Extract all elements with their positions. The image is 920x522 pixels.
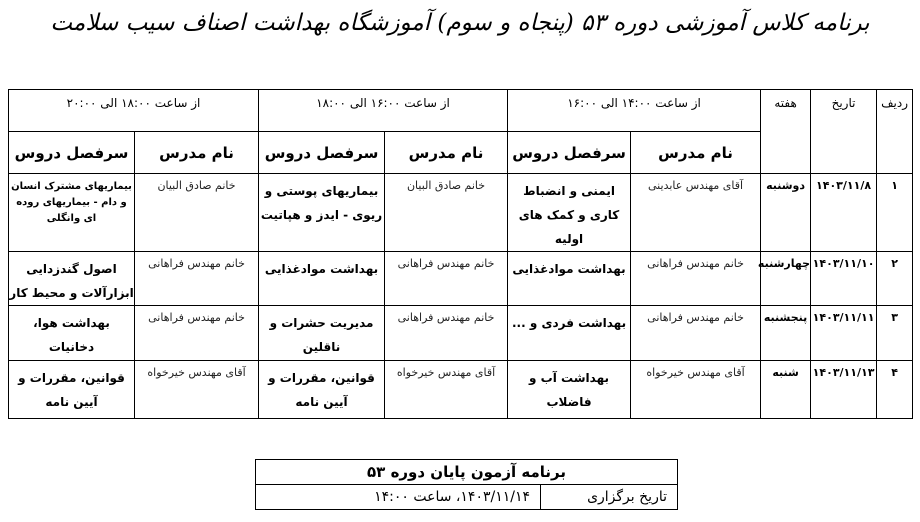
header-row-slots: ردیف تاریخ هفته از ساعت ۱۴:۰۰ الی ۱۶:۰۰ … — [7, 89, 914, 174]
teacher-cell: خانم مهندس فراهانی — [630, 305, 762, 361]
row-date: ۱۴۰۳/۱۱/۱۳ — [810, 360, 878, 419]
teacher-cell: خانم مهندس فراهانی — [384, 305, 509, 361]
header-date: تاریخ — [810, 89, 878, 174]
header-topic: سرفصل دروس — [258, 131, 386, 174]
row-day: دوشنبه — [760, 173, 812, 252]
teacher-cell: خانم مهندس فراهانی — [134, 305, 260, 361]
header-slot-2: از ساعت ۱۶:۰۰ الی ۱۸:۰۰ — [258, 89, 509, 132]
topic-cell: ایمنی و انضباط کاری و کمک های اولیه — [507, 173, 632, 252]
row-day: چهارشنبه — [758, 251, 812, 306]
header-slot-3: از ساعت ۱۸:۰۰ الی ۲۰:۰۰ — [7, 89, 260, 132]
header-topic: سرفصل دروس — [7, 131, 136, 174]
exam-title: برنامه آزمون پایان دوره ۵۳ — [255, 459, 678, 485]
table-row: ۲ ۱۴۰۳/۱۱/۱۰ چهارشنبه خانم مهندس فراهانی… — [7, 251, 914, 306]
row-date: ۱۴۰۳/۱۱/۱۰ — [810, 251, 878, 306]
page-title: برنامه کلاس آموزشی دوره ۵۳ (پنجاه و سوم)… — [50, 10, 870, 36]
row-date: ۱۴۰۳/۱۱/۱۱ — [810, 305, 878, 361]
row-day: شنبه — [760, 360, 812, 419]
teacher-cell: خانم مهندس فراهانی — [630, 251, 762, 306]
teacher-cell: آقای مهندس خیرخواه — [630, 360, 762, 419]
header-teacher: نام مدرس — [384, 131, 509, 174]
topic-cell: اصول گندزدایی ابزارآلات و محیط کار — [7, 251, 136, 306]
teacher-cell: خانم مهندس فراهانی — [134, 251, 260, 306]
topic-cell: مدیریت حشرات و ناقلین — [258, 305, 386, 361]
teacher-cell: خانم صادق البیان — [134, 173, 260, 252]
topic-cell: بهداشت آب و فاضلاب — [507, 360, 632, 419]
row-number: ۴ — [876, 360, 914, 419]
table-row: ۱ ۱۴۰۳/۱۱/۸ دوشنبه آقای مهندس عابدینی ای… — [7, 173, 914, 252]
header-teacher: نام مدرس — [134, 131, 260, 174]
row-number: ۳ — [876, 305, 914, 361]
topic-cell: بهداشت فردی و ... — [507, 305, 632, 361]
row-day: پنجشنبه — [760, 305, 812, 361]
teacher-cell: آقای مهندس خیرخواه — [134, 360, 260, 419]
topic-cell: بهداشت هوا، دخانیات — [7, 305, 136, 361]
teacher-cell: آقای مهندس عابدینی — [630, 173, 762, 252]
topic-cell: بهداشت موادغذایی — [258, 251, 386, 306]
row-date: ۱۴۰۳/۱۱/۸ — [810, 173, 878, 252]
teacher-cell: خانم مهندس فراهانی — [384, 251, 509, 306]
header-topic: سرفصل دروس — [507, 131, 632, 174]
table-row: ۴ ۱۴۰۳/۱۱/۱۳ شنبه آقای مهندس خیرخواه بهد… — [7, 360, 914, 419]
row-number: ۲ — [876, 251, 914, 306]
teacher-cell: آقای مهندس خیرخواه — [384, 360, 509, 419]
topic-cell: بهداشت موادغذایی — [507, 251, 632, 306]
row-number: ۱ — [876, 173, 914, 252]
topic-cell: بیماریهای پوستی و ریوی - ایدز و هپاتیت — [258, 173, 386, 252]
header-row-number: ردیف — [876, 89, 914, 174]
header-slot-1: از ساعت ۱۴:۰۰ الی ۱۶:۰۰ — [507, 89, 762, 132]
topic-cell: قوانین، مقررات و آیین نامه — [7, 360, 136, 419]
topic-cell: بیماریهای مشترک انسان و دام - بیماریهای … — [7, 173, 136, 252]
teacher-cell: خانم صادق البیان — [384, 173, 509, 252]
exam-table: برنامه آزمون پایان دوره ۵۳ تاریخ برگزاری… — [255, 459, 678, 510]
schedule-table: ردیف تاریخ هفته از ساعت ۱۴:۰۰ الی ۱۶:۰۰ … — [7, 89, 914, 419]
exam-date-label: تاریخ برگزاری — [540, 484, 678, 510]
exam-date-value: ۱۴۰۳/۱۱/۱۴، ساعت ۱۴:۰۰ — [255, 484, 541, 510]
table-row: ۳ ۱۴۰۳/۱۱/۱۱ پنجشنبه خانم مهندس فراهانی … — [7, 305, 914, 361]
topic-cell: قوانین، مقررات و آیین نامه — [258, 360, 386, 419]
header-day: هفته — [760, 89, 812, 174]
header-teacher: نام مدرس — [630, 131, 762, 174]
header-row-columns: نام مدرس سرفصل دروس نام مدرس سرفصل دروس … — [7, 131, 913, 174]
